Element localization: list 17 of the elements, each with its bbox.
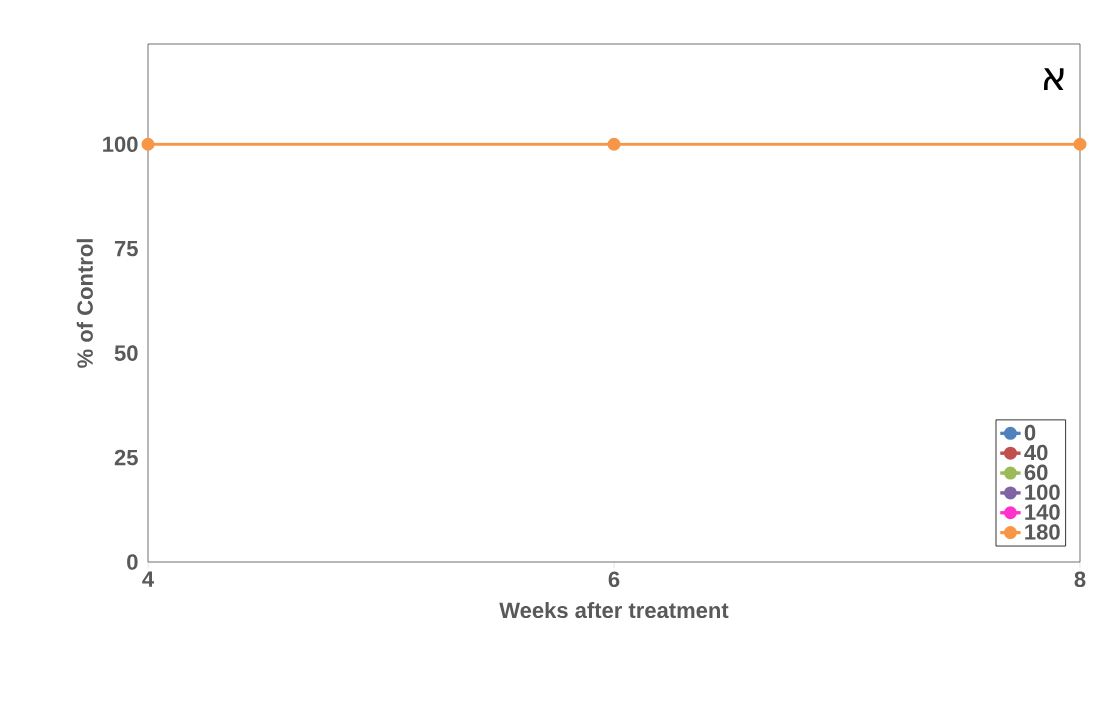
legend-label: 100	[1025, 484, 1060, 501]
legend-label: 0	[1024, 424, 1036, 441]
y-tick-label: 25	[114, 449, 138, 466]
y-tick-label: 100	[103, 136, 138, 153]
legend-label: 180	[1025, 524, 1060, 540]
x-axis-title: Weeks after treatment	[499, 601, 729, 619]
x-tick-label: 6	[608, 571, 620, 588]
y-tick-label: 50	[114, 345, 138, 361]
y-tick-label: 0	[127, 554, 138, 570]
x-tick-label: 4	[142, 571, 155, 587]
x-tick-label: 8	[1074, 571, 1086, 588]
annotation: א	[1044, 68, 1064, 91]
legend-label: 140	[1025, 504, 1060, 520]
legend-label: 60	[1024, 464, 1048, 481]
legend-label: 40	[1024, 444, 1048, 461]
y-tick-label: 75	[114, 241, 138, 257]
y-axis-title: % of Control	[76, 239, 93, 368]
